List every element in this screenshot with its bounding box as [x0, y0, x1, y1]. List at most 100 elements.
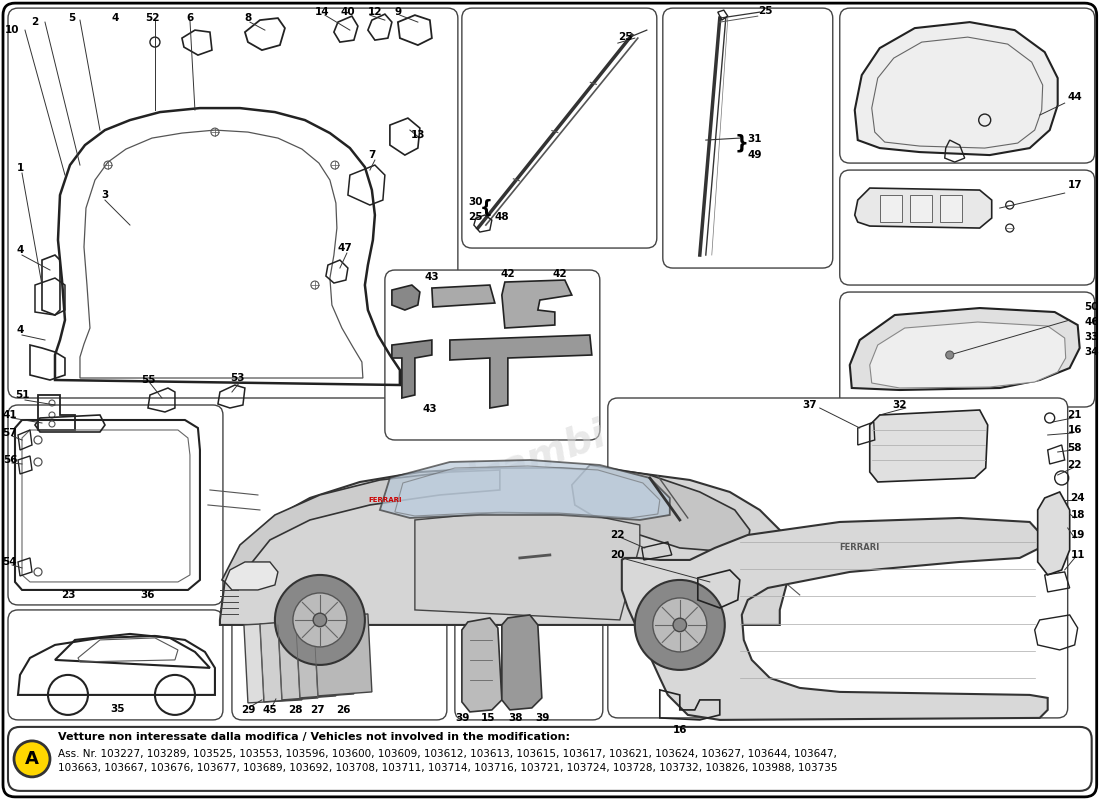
FancyBboxPatch shape — [8, 405, 223, 605]
Text: 28: 28 — [288, 705, 302, 715]
Text: 45: 45 — [263, 705, 277, 715]
Polygon shape — [855, 188, 992, 228]
Text: A: A — [25, 750, 39, 768]
Text: 11: 11 — [1070, 550, 1085, 560]
FancyBboxPatch shape — [8, 610, 223, 720]
Polygon shape — [855, 22, 1058, 155]
Text: 23: 23 — [60, 590, 75, 600]
Circle shape — [275, 575, 365, 665]
Text: 14: 14 — [315, 7, 329, 17]
Text: 17: 17 — [1068, 180, 1082, 190]
Polygon shape — [450, 335, 592, 408]
FancyBboxPatch shape — [232, 610, 447, 720]
Text: 39: 39 — [455, 713, 470, 723]
Text: FERRARI: FERRARI — [839, 543, 880, 553]
Text: 47: 47 — [338, 243, 352, 253]
Circle shape — [635, 580, 725, 670]
Polygon shape — [849, 308, 1080, 390]
Text: 50: 50 — [1085, 302, 1099, 312]
Polygon shape — [1037, 492, 1069, 575]
Polygon shape — [392, 340, 432, 398]
FancyBboxPatch shape — [8, 727, 1091, 791]
Text: 41: 41 — [2, 410, 18, 420]
FancyBboxPatch shape — [385, 270, 600, 440]
Polygon shape — [392, 285, 420, 310]
Circle shape — [673, 618, 686, 632]
Polygon shape — [278, 618, 336, 700]
Text: 7: 7 — [368, 150, 375, 160]
Polygon shape — [880, 195, 902, 222]
Circle shape — [652, 598, 707, 652]
Text: 24: 24 — [1070, 493, 1085, 503]
Polygon shape — [296, 616, 354, 698]
Text: 25: 25 — [758, 6, 772, 16]
Text: 27: 27 — [310, 705, 326, 715]
Text: 30: 30 — [468, 197, 483, 207]
Text: 13: 13 — [410, 130, 425, 140]
Text: 31: 31 — [748, 134, 762, 144]
Text: 39: 39 — [536, 713, 550, 723]
FancyBboxPatch shape — [839, 8, 1094, 163]
Polygon shape — [621, 518, 1047, 720]
Text: 58: 58 — [1067, 443, 1082, 453]
Text: 42: 42 — [552, 269, 568, 279]
Text: Autoricambi: Autoricambi — [348, 417, 612, 543]
Text: 54: 54 — [2, 557, 18, 567]
FancyBboxPatch shape — [455, 610, 603, 720]
Circle shape — [946, 351, 954, 359]
Text: 55: 55 — [141, 375, 155, 385]
Text: 34: 34 — [1085, 347, 1099, 357]
FancyBboxPatch shape — [663, 8, 833, 268]
FancyBboxPatch shape — [8, 8, 458, 398]
Text: 38: 38 — [508, 713, 524, 723]
Text: 25: 25 — [618, 32, 632, 42]
Text: 43: 43 — [422, 404, 437, 414]
Text: Vetture non interessate dalla modifica / Vehicles not involved in the modificati: Vetture non interessate dalla modifica /… — [58, 732, 570, 742]
Text: 3: 3 — [101, 190, 109, 200]
Text: 36: 36 — [141, 590, 155, 600]
Text: Store: Store — [471, 480, 569, 539]
Text: 16: 16 — [672, 725, 688, 735]
FancyBboxPatch shape — [839, 292, 1094, 407]
Polygon shape — [939, 195, 961, 222]
Circle shape — [314, 613, 327, 626]
Text: 9: 9 — [394, 7, 402, 17]
Polygon shape — [870, 322, 1066, 388]
Text: 12: 12 — [367, 7, 382, 17]
Text: 21: 21 — [1067, 410, 1082, 420]
Text: 103663, 103667, 103676, 103677, 103689, 103692, 103708, 103711, 103714, 103716, : 103663, 103667, 103676, 103677, 103689, … — [58, 763, 837, 773]
Text: 46: 46 — [1085, 317, 1099, 327]
Text: 44: 44 — [1068, 92, 1082, 102]
Text: 37: 37 — [802, 400, 817, 410]
Polygon shape — [220, 468, 790, 625]
Text: 35: 35 — [111, 704, 125, 714]
Text: {: { — [480, 199, 493, 217]
Text: 1985: 1985 — [519, 514, 601, 566]
Polygon shape — [395, 466, 660, 518]
Text: 52: 52 — [145, 13, 160, 23]
Text: 15: 15 — [481, 713, 495, 723]
Polygon shape — [572, 465, 750, 552]
Text: 4: 4 — [111, 13, 119, 23]
Polygon shape — [910, 195, 932, 222]
FancyBboxPatch shape — [3, 3, 1097, 797]
Circle shape — [293, 593, 346, 647]
Text: 22: 22 — [610, 530, 625, 540]
Text: 6: 6 — [186, 13, 194, 23]
Text: FERRARI: FERRARI — [368, 497, 402, 503]
Text: 32: 32 — [892, 400, 907, 410]
Text: Ass. Nr. 103227, 103289, 103525, 103553, 103596, 103600, 103609, 103612, 103613,: Ass. Nr. 103227, 103289, 103525, 103553,… — [58, 749, 837, 759]
Text: }: } — [735, 133, 749, 152]
Text: 56: 56 — [2, 455, 18, 465]
FancyBboxPatch shape — [608, 398, 1068, 718]
Circle shape — [14, 741, 50, 777]
Text: 43: 43 — [425, 272, 439, 282]
Polygon shape — [415, 512, 640, 620]
Text: 20: 20 — [610, 550, 625, 560]
Text: 49: 49 — [748, 150, 762, 160]
Text: 53: 53 — [231, 373, 245, 383]
Polygon shape — [244, 622, 301, 703]
Text: 4: 4 — [16, 245, 24, 255]
FancyBboxPatch shape — [462, 8, 657, 248]
Text: 51: 51 — [14, 390, 30, 400]
